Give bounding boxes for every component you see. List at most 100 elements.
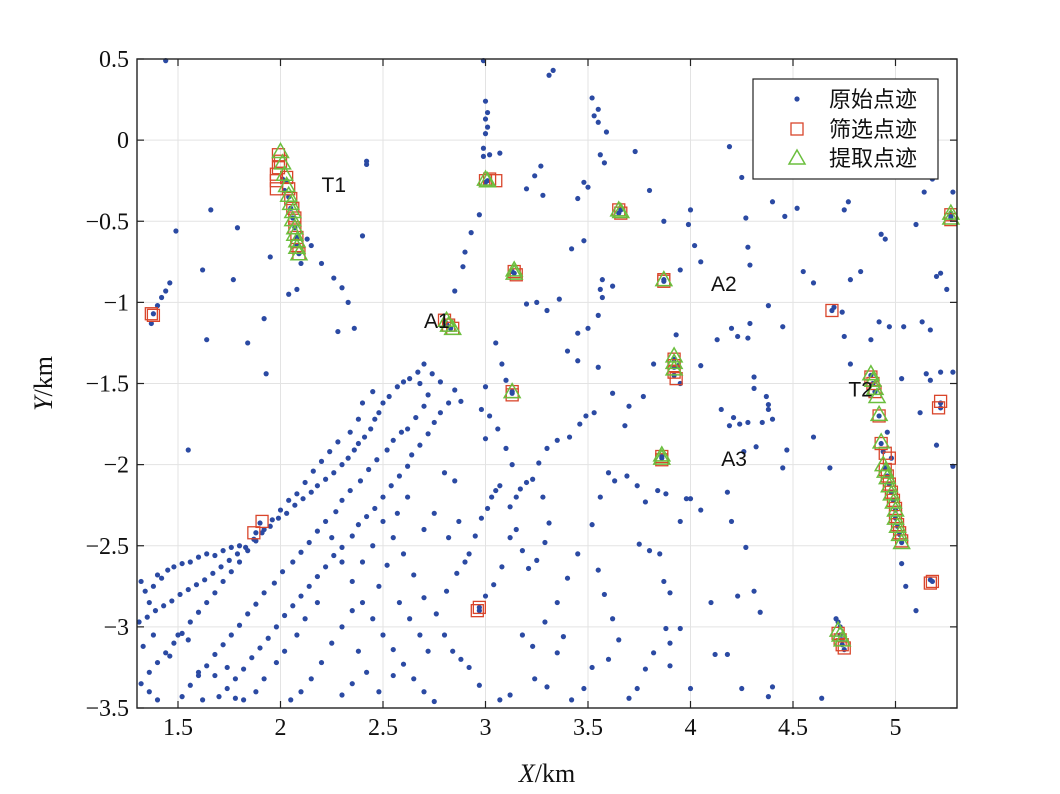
- raw-point: [224, 664, 230, 671]
- raw-point: [195, 554, 202, 560]
- raw-point: [388, 483, 394, 489]
- raw-point: [146, 599, 152, 606]
- raw-point: [167, 280, 173, 286]
- filtered-point: [284, 191, 298, 206]
- raw-point: [202, 577, 208, 583]
- raw-point: [288, 697, 294, 703]
- raw-point: [200, 267, 206, 273]
- raw-point: [462, 559, 468, 565]
- raw-point: [839, 309, 845, 315]
- raw-point: [743, 544, 749, 550]
- raw-point: [347, 487, 353, 494]
- raw-point: [642, 666, 649, 672]
- raw-point: [212, 590, 218, 596]
- raw-point: [339, 462, 345, 468]
- raw-point: [554, 650, 560, 656]
- raw-point: [154, 659, 161, 666]
- raw-point: [154, 303, 161, 309]
- raw-point: [294, 632, 300, 638]
- raw-point: [335, 439, 341, 445]
- raw-point: [718, 406, 724, 413]
- raw-point: [294, 491, 300, 497]
- raw-point: [655, 487, 661, 494]
- raw-point: [575, 358, 581, 364]
- raw-point: [841, 207, 847, 213]
- raw-point: [482, 116, 489, 122]
- raw-point: [236, 559, 243, 565]
- raw-point: [230, 277, 236, 283]
- raw-point: [370, 616, 376, 622]
- annotations: T1 A1 A2 A3 T2: [322, 174, 873, 471]
- raw-point: [284, 510, 290, 516]
- raw-point: [411, 676, 417, 682]
- raw-point: [589, 522, 595, 528]
- raw-point: [370, 543, 376, 549]
- extracted-point: [287, 237, 307, 254]
- raw-point: [150, 583, 156, 589]
- raw-point: [509, 462, 515, 468]
- raw-point: [169, 598, 175, 604]
- raw-point: [370, 389, 376, 395]
- raw-point: [913, 221, 919, 228]
- raw-point: [376, 583, 382, 589]
- raw-point: [595, 364, 601, 370]
- raw-point: [200, 697, 206, 703]
- raw-point: [610, 616, 616, 622]
- raw-point: [359, 400, 366, 406]
- extracted-point: [443, 318, 462, 336]
- raw-point: [437, 410, 443, 416]
- raw-point: [405, 494, 411, 500]
- raw-point: [622, 423, 628, 429]
- raw-point: [187, 559, 193, 565]
- y-tick-label: −1.5: [85, 372, 129, 398]
- raw-point: [938, 270, 944, 276]
- raw-point: [858, 268, 864, 275]
- raw-point: [726, 423, 733, 429]
- raw-point: [339, 692, 345, 698]
- raw-point: [878, 231, 884, 237]
- legend-label-extracted: 提取点迹: [829, 146, 917, 171]
- raw-point: [827, 465, 833, 471]
- raw-point: [437, 379, 443, 385]
- raw-point: [667, 590, 673, 596]
- raw-point: [234, 551, 241, 557]
- raw-point: [698, 507, 704, 513]
- x-tick-label: 3.5: [573, 715, 603, 741]
- extracted-point: [882, 484, 901, 501]
- extracted-point: [504, 263, 524, 280]
- raw-point: [261, 676, 267, 682]
- raw-point: [146, 689, 152, 695]
- raw-point: [933, 273, 940, 280]
- raw-point: [185, 586, 191, 593]
- y-tick-label: 0.5: [99, 47, 129, 73]
- raw-point: [534, 557, 540, 563]
- raw-point: [759, 419, 765, 426]
- x-axis-label: X/km: [518, 759, 575, 788]
- raw-point: [550, 67, 556, 73]
- raw-point: [493, 340, 499, 346]
- raw-point: [413, 414, 419, 421]
- raw-point: [739, 685, 745, 692]
- raw-point: [212, 672, 218, 679]
- raw-point: [950, 189, 956, 195]
- extracted-point: [279, 185, 298, 203]
- raw-point: [913, 608, 919, 614]
- raw-point: [745, 335, 751, 341]
- raw-point: [484, 178, 491, 184]
- raw-point: [380, 494, 386, 500]
- raw-point: [372, 416, 378, 422]
- raw-point: [519, 548, 526, 554]
- raw-point: [333, 509, 339, 515]
- raw-point: [491, 582, 497, 588]
- extracted-point: [476, 169, 495, 186]
- raw-point: [355, 416, 361, 422]
- raw-point: [745, 419, 751, 426]
- raw-point: [685, 221, 692, 228]
- raw-point: [626, 403, 632, 409]
- raw-point: [784, 447, 790, 453]
- raw-point: [425, 392, 431, 398]
- raw-point: [757, 609, 763, 615]
- raw-point: [683, 496, 690, 502]
- raw-point: [513, 494, 519, 500]
- raw-point: [751, 588, 757, 594]
